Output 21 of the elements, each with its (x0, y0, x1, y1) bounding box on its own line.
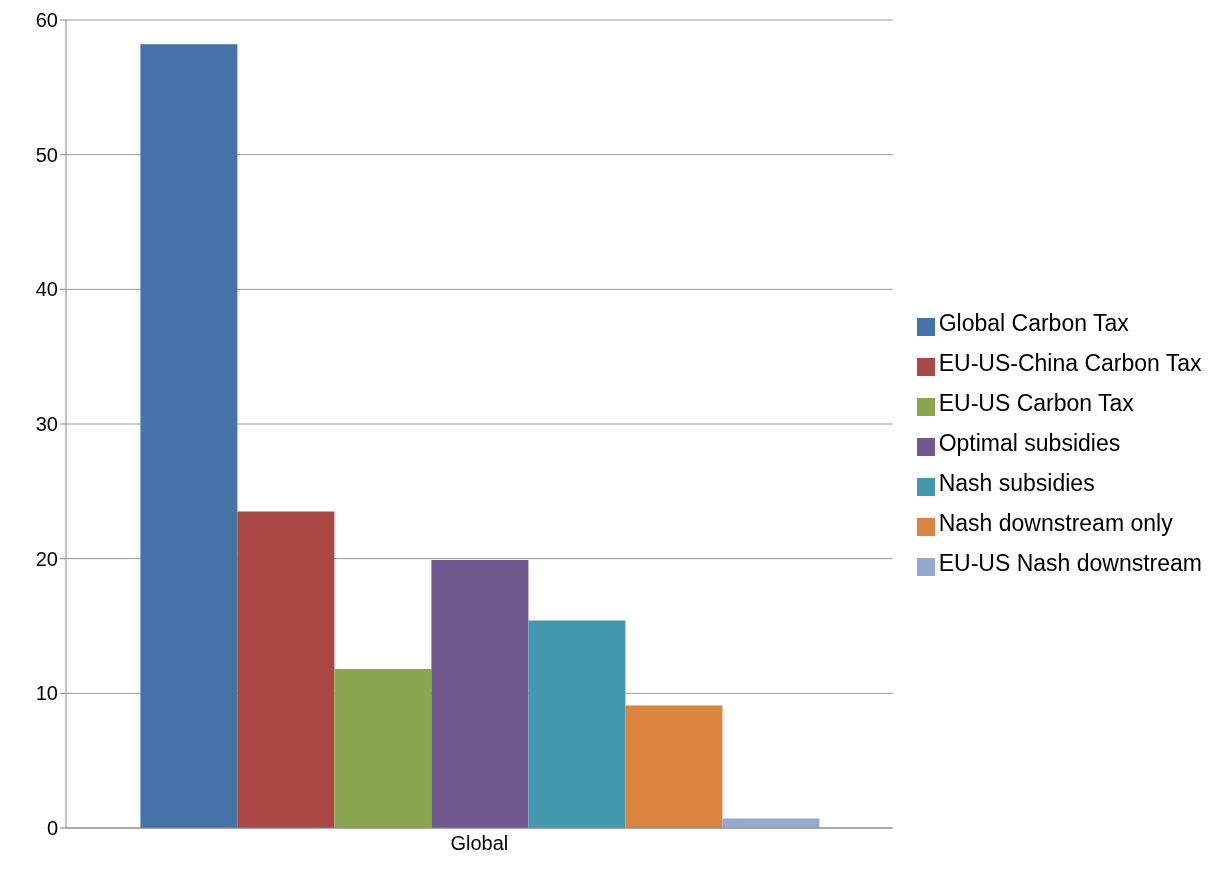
legend-label: EU-US-China Carbon Tax (938, 350, 1202, 376)
legend-label: EU-US Carbon Tax (938, 390, 1134, 416)
x-tick-label: Global (450, 832, 509, 855)
bar (625, 705, 723, 828)
legend-label: Global Carbon Tax (938, 310, 1129, 336)
y-tick-label: 40 (35, 278, 58, 301)
legend-label: Nash downstream only (938, 510, 1173, 536)
bar (334, 669, 432, 828)
bar (140, 44, 238, 828)
bar (528, 620, 626, 828)
y-tick-label: 30 (35, 413, 58, 436)
legend-label: EU-US Nash downstream (938, 550, 1202, 576)
y-tick-label: 0 (46, 817, 58, 840)
bar (431, 560, 529, 828)
y-tick-label: 10 (35, 682, 58, 705)
legend-label: Optimal subsidies (938, 430, 1121, 456)
y-tick-label: 20 (35, 547, 58, 570)
y-tick-label: 50 (35, 143, 58, 166)
bar (237, 511, 335, 828)
legend-label: Nash subsidies (938, 470, 1095, 496)
y-tick-label: 60 (35, 9, 58, 32)
